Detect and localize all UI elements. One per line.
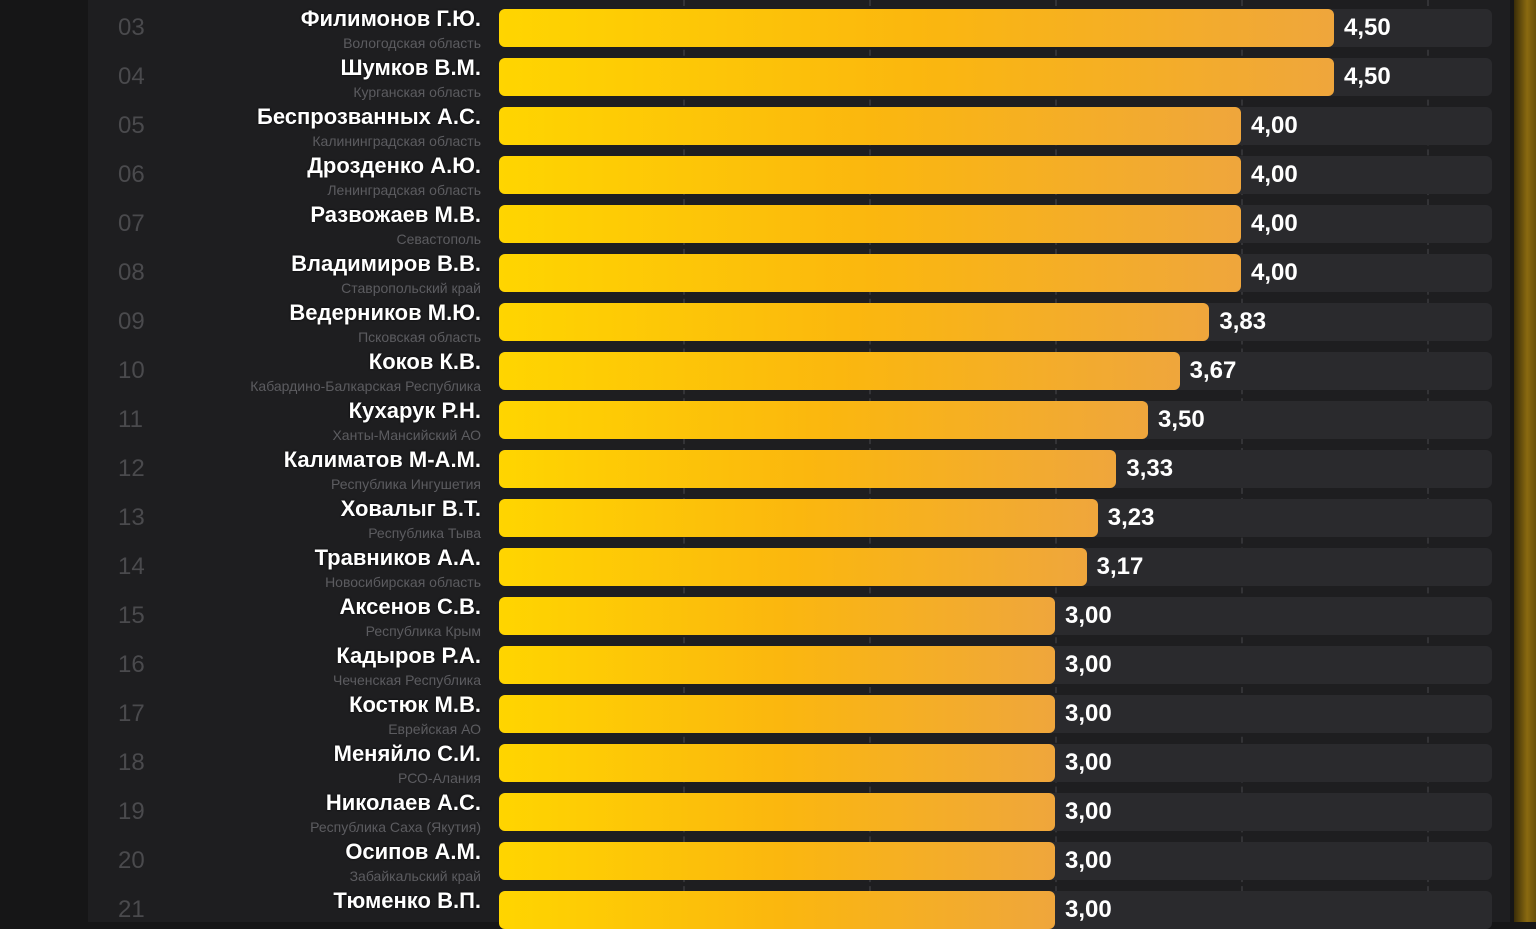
bar	[499, 9, 1334, 47]
rank-number: 07	[118, 210, 145, 237]
person-name: Тюменко В.П.	[333, 888, 481, 913]
rank-number: 16	[118, 651, 145, 678]
region-name: Ханты-Мансийский АО	[332, 427, 481, 443]
bar	[499, 842, 1055, 880]
bar	[499, 499, 1098, 537]
person-name: Кухарук Р.Н.	[348, 398, 481, 423]
bar	[499, 303, 1210, 341]
rank-number: 11	[118, 406, 143, 433]
person-name: Николаев А.С.	[325, 790, 481, 815]
bar	[499, 401, 1148, 439]
person-name: Беспрозванных А.С.	[257, 104, 481, 129]
value-label: 3,33	[1126, 455, 1174, 482]
person-name: Кадыров Р.А.	[336, 643, 481, 668]
rank-number: 20	[118, 847, 145, 874]
value-label: 3,00	[1065, 847, 1112, 874]
region-name: Чеченская Республика	[333, 672, 481, 688]
region-name: Республика Крым	[365, 623, 481, 639]
rank-number: 13	[118, 504, 145, 531]
value-label: 3,23	[1107, 504, 1155, 531]
region-name: Республика Тыва	[368, 525, 481, 541]
value-label: 3,00	[1065, 749, 1112, 776]
rank-number: 19	[118, 798, 145, 825]
bar	[499, 156, 1241, 194]
rank-number: 10	[118, 357, 145, 384]
person-name: Костюк М.В.	[349, 692, 481, 717]
rank-number: 09	[118, 308, 145, 335]
value-label: 4,00	[1251, 259, 1298, 286]
bar	[499, 891, 1055, 929]
person-name: Калиматов М-А.М.	[283, 447, 481, 472]
bar	[499, 597, 1055, 635]
rank-number: 17	[118, 700, 145, 727]
bar	[499, 450, 1117, 488]
person-name: Ведерников М.Ю.	[289, 300, 481, 325]
bar	[499, 744, 1055, 782]
value-label: 3,00	[1065, 798, 1112, 825]
person-name: Меняйло С.И.	[333, 741, 481, 766]
bar	[499, 205, 1241, 243]
rank-number: 03	[118, 14, 145, 41]
bar	[499, 58, 1334, 96]
person-name: Дрозденко А.Ю.	[307, 153, 481, 178]
value-label: 3,83	[1219, 308, 1267, 335]
person-name: Осипов А.М.	[345, 839, 481, 864]
region-name: Ставропольский край	[341, 280, 481, 296]
value-label: 4,00	[1251, 210, 1298, 237]
value-label: 3,67	[1189, 357, 1237, 384]
person-name: Шумков В.М.	[340, 55, 481, 80]
value-label: 4,50	[1344, 63, 1391, 90]
value-label: 4,00	[1251, 112, 1298, 139]
person-name: Ховалыг В.Т.	[340, 496, 481, 521]
region-name: Калининградская область	[312, 133, 481, 149]
rank-number: 15	[118, 602, 145, 629]
bar	[499, 793, 1055, 831]
value-label: 3,17	[1096, 553, 1144, 580]
region-name: Ленинградская область	[327, 182, 481, 198]
rank-number: 12	[118, 455, 145, 482]
rank-number: 14	[118, 553, 145, 580]
rank-number: 04	[118, 63, 145, 90]
region-name: Республика Ингушетия	[330, 476, 481, 492]
region-name: Севастополь	[396, 231, 481, 247]
bar	[499, 254, 1241, 292]
rank-number: 18	[118, 749, 145, 776]
region-name: Забайкальский край	[349, 868, 481, 884]
person-name: Аксенов С.В.	[339, 594, 481, 619]
person-name: Коков К.В.	[368, 349, 481, 374]
region-name: Курганская область	[353, 84, 481, 100]
region-name: Вологодская область	[343, 35, 481, 51]
region-name: Еврейская АО	[388, 721, 481, 737]
value-label: 4,50	[1344, 14, 1391, 41]
region-name: Республика Саха (Якутия)	[310, 819, 481, 835]
person-name: Развожаев М.В.	[310, 202, 481, 227]
bar	[499, 352, 1180, 390]
person-name: Филимонов Г.Ю.	[300, 6, 481, 31]
region-name: РСО-Алания	[398, 770, 481, 786]
rank-number: 21	[118, 896, 145, 923]
rank-number: 08	[118, 259, 145, 286]
bar	[499, 548, 1087, 586]
value-label: 3,50	[1158, 406, 1205, 433]
value-label: 3,00	[1065, 651, 1112, 678]
person-name: Владимиров В.В.	[291, 251, 481, 276]
bar	[499, 107, 1241, 145]
value-label: 4,00	[1251, 161, 1298, 188]
decorative-gold-strip	[1514, 0, 1536, 922]
bar	[499, 695, 1055, 733]
value-label: 3,00	[1065, 700, 1112, 727]
person-name: Травников А.А.	[314, 545, 481, 570]
value-label: 3,00	[1065, 896, 1112, 923]
value-label: 3,00	[1065, 602, 1112, 629]
region-name: Псковская область	[358, 329, 481, 345]
region-name: Новосибирская область	[325, 574, 481, 590]
bar	[499, 646, 1055, 684]
rank-number: 05	[118, 112, 145, 139]
region-name: Кабардино-Балкарская Республика	[250, 378, 481, 394]
rank-number: 06	[118, 161, 145, 188]
